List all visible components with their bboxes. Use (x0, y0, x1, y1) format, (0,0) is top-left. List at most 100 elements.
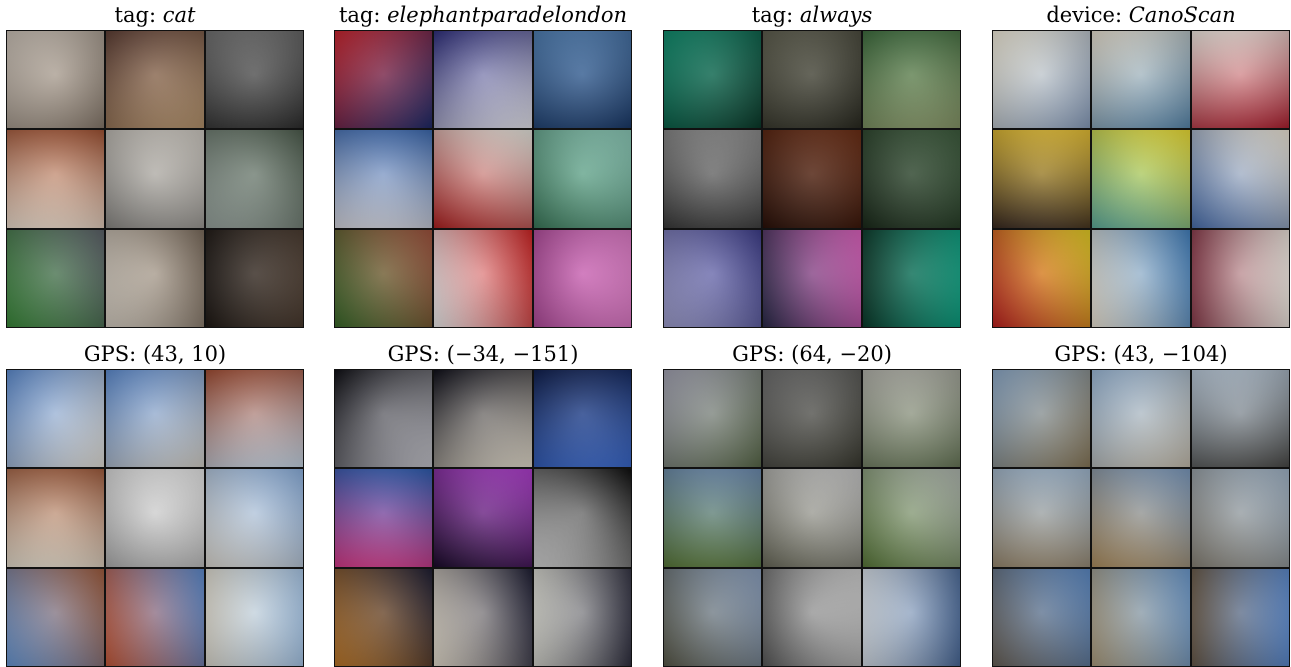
thumbnail-image (335, 229, 433, 327)
image-grid (663, 30, 961, 328)
thumbnail-image (1092, 130, 1190, 228)
panel-title-key: GPS: (387, 342, 440, 366)
thumbnail-image (763, 568, 861, 666)
thumbnail-image (533, 568, 631, 666)
thumbnail-image (106, 568, 204, 666)
thumbnail-image (434, 130, 532, 228)
thumbnail-image (533, 370, 631, 468)
thumbnail-image (7, 370, 105, 468)
thumbnail-image (1191, 229, 1289, 327)
thumbnail-image (106, 31, 204, 129)
image-panel-3: tag: always (663, 0, 961, 328)
thumbnail-image (862, 31, 960, 129)
thumbnail-image (763, 31, 861, 129)
thumbnail-image (533, 31, 631, 129)
thumbnail-image (106, 469, 204, 567)
thumbnail-image (763, 229, 861, 327)
thumbnail-image (763, 469, 861, 567)
image-panel-4: device: CanoScan (992, 0, 1290, 328)
thumbnail-image (335, 370, 433, 468)
panel-title: GPS: (43, −104) (992, 339, 1290, 369)
thumbnail-image (993, 568, 1091, 666)
thumbnail-image (533, 130, 631, 228)
panel-title-value: cat (162, 3, 196, 27)
panel-title-value: (43, 10) (142, 342, 227, 366)
thumbnail-image (335, 568, 433, 666)
image-grid (334, 369, 632, 667)
panel-title-value: (43, −104) (1113, 342, 1228, 366)
panel-title-value: always (799, 3, 873, 27)
panel-title-key: tag: (114, 3, 157, 27)
thumbnail-image (434, 469, 532, 567)
thumbnail-image (1092, 31, 1190, 129)
thumbnail-image (7, 229, 105, 327)
thumbnail-image (106, 229, 204, 327)
thumbnail-image (205, 469, 303, 567)
panel-title: tag: cat (6, 0, 304, 30)
thumbnail-image (1191, 469, 1289, 567)
thumbnail-image (664, 229, 762, 327)
thumbnail-image (763, 130, 861, 228)
thumbnail-image (862, 568, 960, 666)
thumbnail-image (1092, 568, 1190, 666)
image-grid (992, 369, 1290, 667)
image-grid (334, 30, 632, 328)
thumbnail-image (1092, 469, 1190, 567)
thumbnail-image (205, 130, 303, 228)
thumbnail-image (1092, 229, 1190, 327)
thumbnail-image (664, 31, 762, 129)
thumbnail-image (205, 31, 303, 129)
thumbnail-image (862, 370, 960, 468)
thumbnail-image (205, 370, 303, 468)
panel-title-key: GPS: (732, 342, 785, 366)
panel-title-key: tag: (751, 3, 794, 27)
thumbnail-image (664, 130, 762, 228)
image-panel-6: GPS: (−34, −151) (334, 339, 632, 667)
thumbnail-image (7, 568, 105, 666)
thumbnail-image (993, 370, 1091, 468)
thumbnail-image (205, 568, 303, 666)
thumbnail-image (993, 130, 1091, 228)
panel-title-value: elephantparadelondon (387, 3, 628, 27)
image-grid (992, 30, 1290, 328)
panel-title: tag: elephantparadelondon (334, 0, 632, 30)
thumbnail-image (533, 229, 631, 327)
thumbnail-image (1191, 130, 1289, 228)
thumbnail-image (862, 469, 960, 567)
thumbnail-image (862, 229, 960, 327)
thumbnail-image (1191, 568, 1289, 666)
image-panel-7: GPS: (64, −20) (663, 339, 961, 667)
thumbnail-image (664, 568, 762, 666)
thumbnail-image (434, 31, 532, 129)
image-panel-2: tag: elephantparadelondon (334, 0, 632, 328)
thumbnail-image (7, 130, 105, 228)
image-grid (663, 369, 961, 667)
thumbnail-image (993, 31, 1091, 129)
panel-title-key: device: (1046, 3, 1123, 27)
image-grid (6, 369, 304, 667)
panel-title-value: CanoScan (1128, 3, 1236, 27)
thumbnail-image (1191, 31, 1289, 129)
image-panel-8: GPS: (43, −104) (992, 339, 1290, 667)
panel-title: device: CanoScan (992, 0, 1290, 30)
panel-title-value: (−34, −151) (446, 342, 579, 366)
panel-title: GPS: (−34, −151) (334, 339, 632, 369)
thumbnail-image (335, 130, 433, 228)
panel-title-key: GPS: (83, 342, 137, 366)
thumbnail-image (434, 370, 532, 468)
panel-title-key: tag: (338, 3, 381, 27)
thumbnail-image (1092, 370, 1190, 468)
panel-title-value: (64, −20) (791, 342, 892, 366)
thumbnail-image (763, 370, 861, 468)
thumbnail-image (862, 130, 960, 228)
thumbnail-image (106, 370, 204, 468)
thumbnail-image (7, 469, 105, 567)
thumbnail-image (664, 370, 762, 468)
thumbnail-image (993, 229, 1091, 327)
panel-title: GPS: (64, −20) (663, 339, 961, 369)
image-panel-5: GPS: (43, 10) (6, 339, 304, 667)
thumbnail-image (434, 568, 532, 666)
panel-title: GPS: (43, 10) (6, 339, 304, 369)
thumbnail-image (993, 469, 1091, 567)
thumbnail-image (205, 229, 303, 327)
